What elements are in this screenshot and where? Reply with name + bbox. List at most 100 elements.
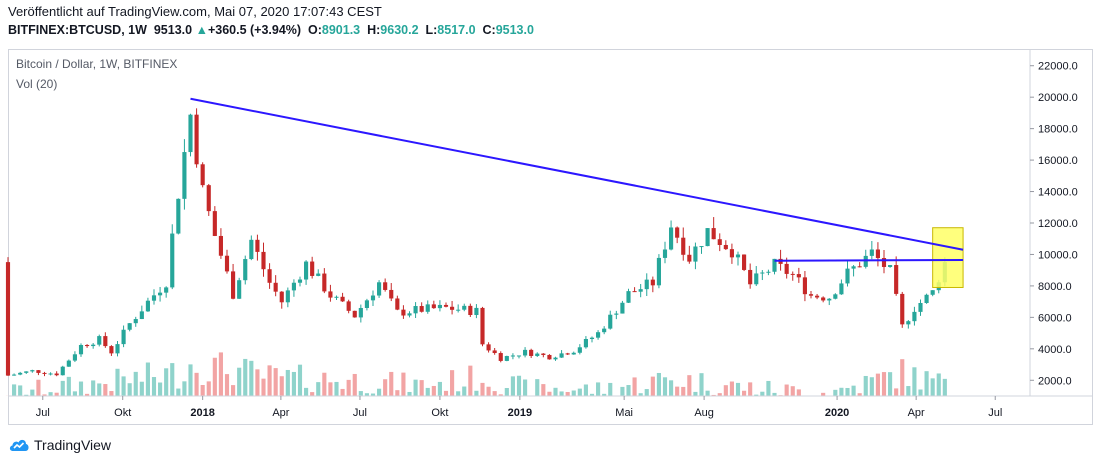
trendline[interactable] <box>774 258 964 262</box>
volume-bar <box>541 384 546 396</box>
volume-bar <box>845 387 850 396</box>
candle-body <box>145 300 150 312</box>
volume-bar <box>687 375 692 396</box>
volume-bar <box>717 393 722 396</box>
tradingview-brand[interactable]: TradingView <box>8 436 111 454</box>
price-tick-label: 10000.0 <box>1038 249 1078 261</box>
volume-bar <box>468 365 473 396</box>
volume-bar <box>346 379 351 396</box>
candle-body <box>541 353 546 355</box>
candle-body <box>705 228 710 247</box>
candle-body <box>504 356 509 361</box>
volume-bar <box>942 378 947 396</box>
time-tick-label: 2018 <box>190 407 214 419</box>
time-tick-label: Mai <box>615 407 633 419</box>
candle-body <box>924 294 929 303</box>
price-tick-label: 22000.0 <box>1038 61 1078 73</box>
candle-body <box>66 360 71 367</box>
candle-body <box>583 339 588 348</box>
candle-body <box>249 239 254 260</box>
candle-body <box>729 249 734 258</box>
candlesticks <box>5 108 947 377</box>
price-tick-label: 8000.0 <box>1038 281 1072 293</box>
candle-body <box>620 302 625 314</box>
volume-bar <box>364 393 369 396</box>
volume-bar <box>675 386 680 396</box>
symbol-quote-line: BITFINEX:BTCUSD, 1W 9513.0 ▲+360.5 (+3.9… <box>8 23 534 37</box>
time-tick-label: Jul <box>988 407 1002 419</box>
price-tick-label: 18000.0 <box>1038 124 1078 136</box>
candle-body <box>127 323 132 330</box>
candle-body <box>529 349 534 356</box>
volume-bar <box>407 391 412 396</box>
candle-body <box>85 344 90 347</box>
chart-frame[interactable] <box>8 49 1093 425</box>
drawing-overlay <box>190 97 964 288</box>
time-tick-label: Apr <box>272 407 289 419</box>
volume-bar <box>413 379 418 396</box>
volume-bar <box>170 363 175 396</box>
volume-bar <box>310 392 315 396</box>
candle-body <box>18 372 23 375</box>
price-tick-label: 14000.0 <box>1038 187 1078 199</box>
volume-bar <box>212 357 217 396</box>
volume-bar <box>790 386 795 396</box>
candle-body <box>12 374 17 376</box>
candle-body <box>851 266 856 269</box>
volume-bar <box>602 393 607 396</box>
candle-body <box>437 304 442 309</box>
volume-bar <box>133 371 138 396</box>
volume-bar <box>395 390 400 396</box>
candle-body <box>693 246 698 262</box>
volume-bar <box>857 393 862 396</box>
volume-bar <box>510 376 515 396</box>
volume-bar <box>164 368 169 396</box>
candle-body <box>54 373 59 376</box>
volume-bar <box>188 364 193 396</box>
low-label: L: <box>425 23 438 37</box>
volume-bar <box>711 394 716 396</box>
volume-bar <box>772 392 777 396</box>
candle-body <box>413 306 418 314</box>
volume-bar <box>42 394 47 396</box>
volume-bar <box>401 372 406 396</box>
candle-body <box>632 291 637 293</box>
volume-bar <box>589 393 595 396</box>
candle-body <box>78 344 84 355</box>
price-tick-label: 4000.0 <box>1038 344 1072 356</box>
volume-bar <box>224 374 230 396</box>
candle-body <box>231 271 236 299</box>
candle-body <box>30 370 35 372</box>
price-change: +360.5 (+3.94%) <box>207 23 302 37</box>
volume-bar <box>650 376 655 396</box>
time-tick-label: Jul <box>353 407 367 419</box>
candle-body <box>212 211 217 236</box>
price-tick-label: 12000.0 <box>1038 218 1078 230</box>
candle-body <box>790 273 795 275</box>
candle-body <box>310 261 315 276</box>
volume-bar <box>24 394 29 396</box>
volume-bar <box>626 385 631 396</box>
candle-body <box>614 313 619 315</box>
volume-bar <box>723 385 728 396</box>
trendline[interactable] <box>190 97 964 251</box>
candle-body <box>103 336 108 347</box>
candle-body <box>370 295 376 301</box>
volume-bar <box>231 385 236 396</box>
candle-body <box>322 273 327 292</box>
candle-body <box>638 289 643 292</box>
candle-body <box>589 337 595 340</box>
volume-bar <box>255 369 260 396</box>
volume-bar <box>577 388 582 396</box>
volume-bar <box>918 389 923 396</box>
highlight-box[interactable] <box>932 227 964 288</box>
time-tick-label: Okt <box>114 407 131 419</box>
volume-bar <box>297 364 303 396</box>
volume-bar <box>66 376 71 396</box>
candle-body <box>389 289 394 299</box>
candle-body <box>206 185 211 212</box>
volume-bar <box>206 381 211 396</box>
brand-name: TradingView <box>34 437 112 453</box>
volume-bar <box>103 384 108 396</box>
